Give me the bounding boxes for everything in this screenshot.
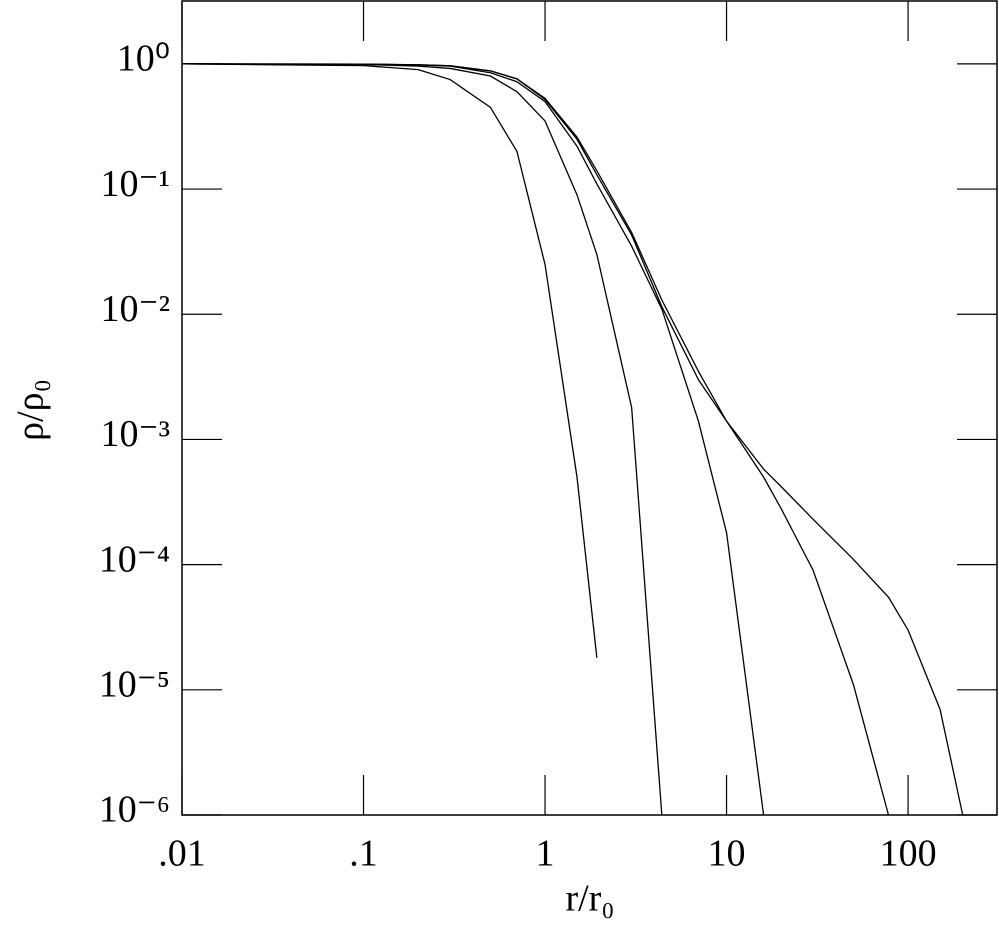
y-tick-label: 10⁻⁵ — [99, 664, 170, 706]
data-line — [181, 63, 890, 816]
y-tick-label: 10⁻² — [101, 288, 170, 330]
data-line — [181, 63, 765, 816]
plot-frame — [181, 0, 998, 816]
y-tick-label: 10⁻³ — [101, 413, 170, 455]
x-tick-label: 1 — [536, 833, 555, 875]
x-tick-label: 10 — [708, 833, 746, 875]
data-line — [181, 63, 663, 816]
y-tick-label: 10⁻¹ — [101, 163, 170, 205]
y-tick-label: 10⁻⁴ — [99, 538, 170, 580]
y-axis-label: ρ/ρ₀ — [10, 379, 52, 441]
x-tick-label: .1 — [349, 833, 378, 875]
y-tick-label: 10⁰ — [117, 38, 170, 80]
x-tick-label: .01 — [158, 833, 206, 875]
y-tick-label: 10⁻⁶ — [99, 789, 170, 831]
x-axis-label: r/r₀ — [565, 878, 614, 920]
data-line — [181, 63, 598, 658]
data-line — [181, 63, 964, 816]
x-tick-label: 100 — [880, 833, 937, 875]
